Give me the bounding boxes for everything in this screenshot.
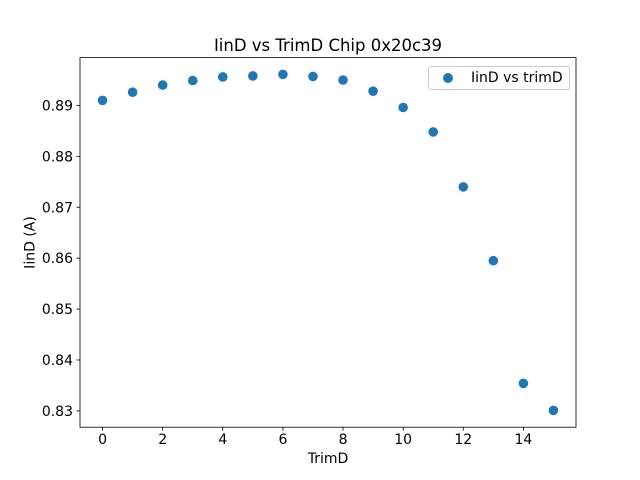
x-tick-label: 4	[218, 432, 227, 448]
data-point	[97, 95, 108, 106]
data-point	[338, 75, 348, 85]
data-point	[157, 80, 168, 90]
y-tick-label: 0.86	[42, 251, 73, 267]
legend-marker-icon	[443, 73, 453, 83]
x-tick-label: 0	[98, 432, 107, 448]
data-point	[548, 405, 559, 416]
data-point	[187, 75, 198, 86]
data-point	[248, 71, 258, 81]
y-axis-label: IinD (A)	[22, 216, 39, 269]
y-tick-label: 0.83	[42, 404, 73, 420]
x-axis-label: TrimD	[307, 451, 349, 467]
y-tick-label: 0.84	[42, 353, 73, 369]
data-point	[278, 69, 288, 80]
data-point	[308, 71, 318, 82]
data-point	[368, 86, 378, 96]
y-tick-label: 0.89	[42, 98, 73, 114]
x-tick-label: 12	[454, 432, 472, 448]
y-tick-label: 0.85	[42, 302, 73, 318]
data-point	[398, 102, 408, 113]
data-point	[518, 378, 529, 389]
data-point	[217, 72, 228, 82]
data-point	[488, 255, 499, 266]
data-point	[428, 127, 439, 137]
data-point	[127, 87, 138, 98]
axes-frame	[79, 57, 577, 428]
legend: IinD vs trimD	[428, 66, 570, 90]
data-point	[458, 182, 469, 192]
chart-title: IinD vs TrimD Chip 0x20c39	[213, 36, 443, 55]
x-tick-label: 2	[158, 432, 167, 448]
x-tick-label: 10	[394, 432, 412, 448]
x-tick-label: 14	[514, 432, 532, 448]
y-tick-label: 0.88	[42, 149, 73, 165]
x-tick-label: 6	[278, 432, 287, 448]
x-tick-label: 8	[339, 432, 348, 448]
legend-label: IinD vs trimD	[471, 70, 563, 86]
y-tick-label: 0.87	[42, 200, 73, 216]
